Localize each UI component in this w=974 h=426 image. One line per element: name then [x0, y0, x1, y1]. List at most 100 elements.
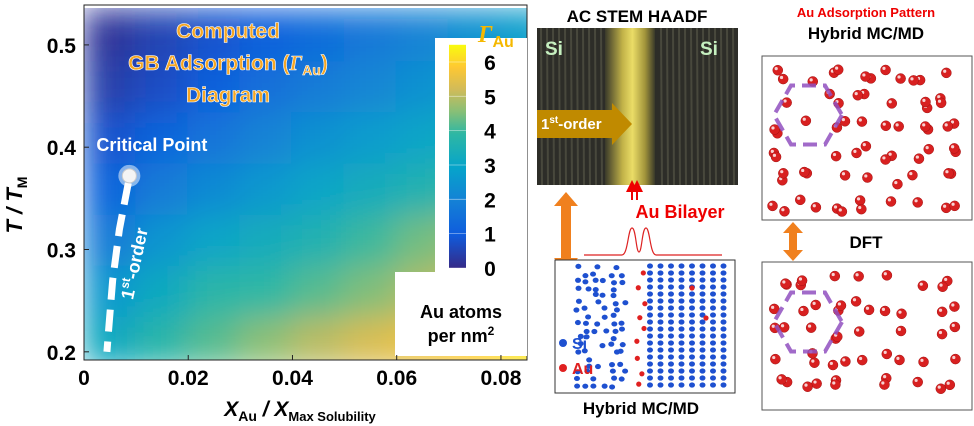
title-line: Computed: [176, 20, 280, 43]
si-atom: [576, 299, 582, 304]
si-atom: [608, 342, 614, 347]
axis-subscript: M: [14, 177, 30, 189]
si-atom: [609, 362, 615, 367]
au-atom: [703, 315, 708, 320]
atom-highlight: [922, 123, 925, 126]
au-atom: [795, 195, 805, 205]
si-atom: [710, 333, 716, 338]
si-atom: [700, 333, 706, 338]
si-atom: [601, 305, 607, 310]
si-atom: [721, 270, 727, 275]
si-atom: [679, 354, 685, 359]
atom-highlight: [945, 170, 948, 173]
si-atom: [710, 284, 716, 289]
si-atom: [647, 368, 653, 373]
colorbar-unit: Au atoms: [420, 302, 502, 322]
au-atom: [797, 276, 807, 286]
au-atom: [779, 206, 789, 216]
si-atom: [617, 362, 623, 367]
au-atom: [913, 377, 923, 387]
au-atom: [949, 143, 959, 153]
si-atom: [591, 329, 597, 334]
si-atom: [611, 321, 617, 326]
si-atom: [668, 270, 674, 275]
si-atom: [689, 333, 695, 338]
au-atom: [799, 167, 809, 177]
au-atom: [857, 117, 867, 127]
atom-highlight: [944, 278, 947, 281]
si-atom: [710, 382, 716, 387]
au-atom: [831, 151, 841, 161]
si-atom: [586, 286, 592, 291]
lattice-stripe: [661, 28, 662, 185]
lattice-stripe: [595, 28, 596, 185]
au-atom: [864, 305, 874, 315]
si-atom: [689, 347, 695, 352]
au-atom: [852, 148, 862, 158]
si-atom: [658, 347, 664, 352]
colorbar-background: [435, 38, 527, 274]
atom-highlight: [839, 208, 842, 211]
si-atom: [647, 263, 653, 268]
si-atom: [658, 291, 664, 296]
au-atom: [778, 74, 788, 84]
si-atom: [582, 273, 588, 278]
si-atom: [658, 368, 664, 373]
lattice-stripe: [577, 28, 578, 185]
si-atom: [613, 329, 619, 334]
si-atom: [700, 368, 706, 373]
si-atom: [700, 305, 706, 310]
atom-highlight: [898, 328, 901, 331]
si-atom: [679, 382, 685, 387]
si-atom: [710, 326, 716, 331]
si-atom: [575, 320, 581, 325]
si-atom: [668, 298, 674, 303]
figure: Computed GB Adsorption (ΓAu) Diagram ΓAu…: [0, 0, 974, 426]
si-atom: [658, 312, 664, 317]
colorbar-tick-label: 4: [484, 121, 496, 144]
si-atom: [710, 347, 716, 352]
lattice-stripe: [673, 28, 674, 185]
si-atom: [585, 314, 591, 319]
lattice-stripe: [667, 28, 668, 185]
si-atom: [658, 340, 664, 345]
au-atom: [924, 144, 934, 154]
au-atom: [936, 384, 946, 394]
si-atom: [611, 313, 617, 318]
colorbar-tick-label: 6: [484, 52, 496, 75]
atom-highlight: [920, 359, 923, 362]
si-atom: [658, 326, 664, 331]
title-subscript: Au: [302, 62, 321, 78]
atom-highlight: [781, 324, 784, 327]
atom-highlight: [858, 206, 861, 209]
si-atom: [710, 263, 716, 268]
si-atom: [602, 384, 608, 389]
atom-highlight: [856, 328, 859, 331]
heat-cell: [187, 264, 241, 317]
au-atom: [773, 65, 783, 75]
heat-cell: [239, 264, 293, 317]
si-atom: [700, 326, 706, 331]
panel-subtitle: DFT: [849, 233, 883, 252]
pattern-image: [762, 56, 972, 220]
si-atom: [611, 376, 617, 381]
unit-superscript: 2: [488, 324, 495, 338]
au-atom: [642, 301, 647, 306]
si-atom: [689, 382, 695, 387]
si-atom: [689, 326, 695, 331]
si-atom: [658, 263, 664, 268]
si-atom: [658, 354, 664, 359]
colorbar-tick-label: 1: [484, 224, 496, 247]
atom-highlight: [884, 351, 887, 354]
heat-cell: [344, 110, 398, 163]
si-atom: [700, 347, 706, 352]
si-atom: [721, 368, 727, 373]
si-atom: [647, 347, 653, 352]
au-atom: [919, 357, 929, 367]
si-atom: [679, 340, 685, 345]
si-atom: [679, 270, 685, 275]
au-atom: [856, 204, 866, 214]
atom-highlight: [862, 73, 865, 76]
title-line: GB Adsorption (ΓAu): [128, 51, 328, 78]
au-atom: [836, 301, 846, 311]
